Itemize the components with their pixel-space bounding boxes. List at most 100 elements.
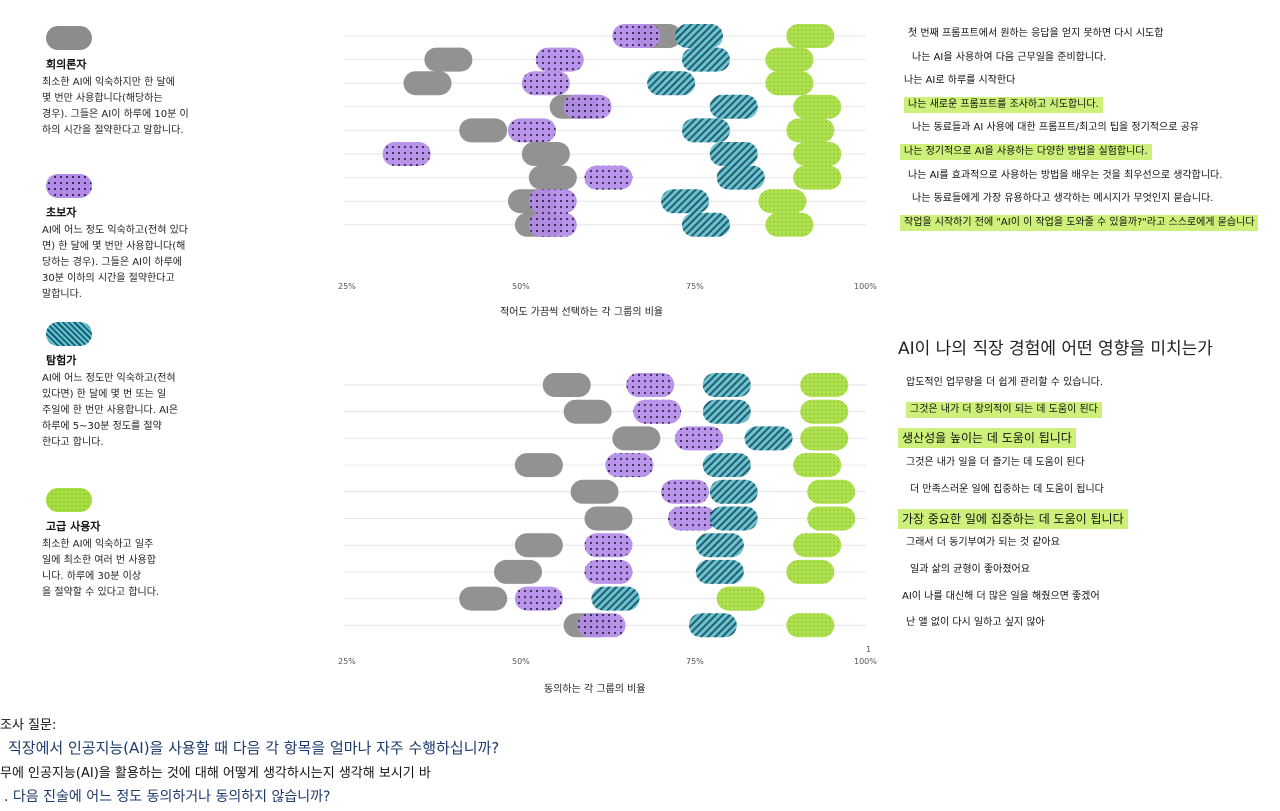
statement-label: 나는 정기적으로 AI을 사용하는 다양한 방법을 실험합니다. <box>900 144 1152 160</box>
point-explorer <box>695 533 744 558</box>
survey-question-1: 직장에서 인공지능(AI)을 사용할 때 다음 각 항목을 얼마나 자주 수행하… <box>8 739 500 757</box>
point-advanced <box>793 533 842 558</box>
point-advanced <box>800 399 849 424</box>
statement-label: 작업을 시작하기 전에 "AI이 이 작업을 도와줄 수 있을까?"라고 스스로… <box>900 214 1259 231</box>
point-explorer <box>709 506 758 531</box>
point-beginner <box>584 559 633 584</box>
point-beginner <box>633 399 682 424</box>
point-beginner <box>563 94 612 119</box>
point-advanced <box>765 212 814 237</box>
legend-advanced: 고급 사용자 최소한 AI에 익숙하고 일주 일에 최소한 여러 번 사용합 니… <box>42 488 242 601</box>
point-explorer <box>702 373 751 397</box>
legend-desc: 최소한 AI에 익숙하고 일주 일에 최소한 여러 번 사용합 니다. 하루에 … <box>42 539 160 598</box>
point-beginner <box>528 189 577 214</box>
point-advanced <box>765 71 814 96</box>
point-beginner <box>584 165 633 190</box>
point-explorer <box>647 71 696 96</box>
legend-beginner: 초보자 AI에 어느 정도 익숙하고(전혀 있다 면) 한 달에 몇 번만 사용… <box>42 174 242 303</box>
statement-label: 나는 AI을 사용하여 다음 근무일을 준비합니다. <box>912 51 1107 63</box>
point-skeptic <box>459 118 508 143</box>
legend-name: 초보자 <box>46 206 77 219</box>
statement-label: 압도적인 업무량을 더 쉽게 관리할 수 있습니다. <box>906 377 1104 388</box>
x-tick-label: 25% <box>338 657 356 666</box>
point-beginner <box>674 426 723 451</box>
point-explorer <box>674 24 723 48</box>
legend-name: 회의론자 <box>46 58 87 71</box>
point-explorer <box>695 559 744 584</box>
x-tick-label: 1 <box>866 645 871 654</box>
x-tick-label: 50% <box>512 657 530 666</box>
point-beginner <box>507 118 556 143</box>
legend-swatch-beginner <box>46 174 92 198</box>
legend-swatch-advanced <box>46 488 92 512</box>
point-explorer <box>744 426 793 451</box>
point-skeptic <box>563 399 612 424</box>
legend-skeptic: 회의론자 최소한 AI에 익숙하지만 한 달에 몇 번만 사용합니다(해당하는 … <box>42 26 242 139</box>
point-skeptic <box>542 373 591 397</box>
point-advanced <box>765 47 814 72</box>
statement-label: 생산성을 높이는 데 도움이 됩니다 <box>898 428 1076 449</box>
point-skeptic <box>424 47 473 72</box>
point-advanced <box>786 559 835 584</box>
point-skeptic <box>521 142 570 166</box>
x-tick-label: 75% <box>686 282 704 291</box>
point-skeptic <box>528 165 577 190</box>
point-explorer <box>681 118 730 143</box>
statement-label: 첫 번째 프롬프트에서 원하는 응답을 얻지 못하면 다시 시도합 <box>908 28 1164 39</box>
point-beginner <box>584 533 633 558</box>
point-advanced <box>758 189 807 214</box>
statement-label: 나는 AI로 하루를 시작한다 <box>904 75 1016 87</box>
legend-desc: AI에 어느 정도 익숙하고(전혀 있다 면) 한 달에 몇 번만 사용합니다(… <box>42 225 189 300</box>
point-beginner <box>535 47 584 72</box>
point-advanced <box>793 142 842 166</box>
point-advanced <box>716 586 765 611</box>
chart-title-bottom: AI이 나의 직장 경험에 어떤 영향을 미치는가 <box>898 339 1213 359</box>
survey-question-2: 무에 인공지능(AI)을 활용하는 것에 대해 어떻게 생각하시는지 생각해 보… <box>0 766 431 781</box>
point-explorer <box>688 613 737 638</box>
statement-label: 나는 동료들에게 가장 유용하다고 생각하는 메시지가 무엇인지 묻습니다. <box>912 193 1214 205</box>
point-skeptic <box>459 586 508 611</box>
point-explorer <box>661 189 710 214</box>
point-explorer <box>709 142 758 166</box>
point-skeptic <box>514 533 563 558</box>
point-beginner <box>668 506 716 531</box>
x-axis-ticks: 25% 50% 75% 100% 25% 50% 75% 100% 1 <box>338 282 877 666</box>
statement-label: 더 만족스러운 일에 집중하는 데 도움이 됩니다 <box>910 483 1104 495</box>
legend-name: 고급 사용자 <box>46 520 101 533</box>
point-skeptic <box>403 71 452 96</box>
legend-explorer: 탐험가 AI에 어느 정도만 익숙하고(전혀 있다면) 한 달에 몇 번 또는 … <box>42 322 242 451</box>
legend-name: 탐험가 <box>46 354 77 367</box>
point-explorer <box>681 47 730 72</box>
statement-label: 그래서 더 동기부여가 되는 것 같아요 <box>906 537 1060 549</box>
point-advanced <box>786 118 835 143</box>
point-advanced <box>800 426 849 451</box>
point-skeptic <box>584 506 633 531</box>
point-advanced <box>793 453 842 478</box>
point-skeptic <box>494 559 542 584</box>
x-axis-title-bottom: 동의하는 각 그룹의 비율 <box>544 684 646 695</box>
survey-heading: 조사 질문: <box>0 718 57 733</box>
point-explorer <box>709 94 758 119</box>
point-explorer <box>716 165 765 190</box>
point-advanced <box>800 373 849 397</box>
statement-label: 가장 중요한 일에 집중하는 데 도움이 됩니다 <box>898 508 1128 529</box>
point-beginner <box>577 613 626 638</box>
legend-swatch-explorer <box>46 322 92 346</box>
point-advanced <box>793 94 842 119</box>
point-explorer <box>709 479 758 504</box>
statement-label: 나는 AI를 효과적으로 사용하는 방법을 배우는 것을 최우선으로 생각합니다… <box>908 169 1223 181</box>
x-tick-label: 100% <box>854 657 877 666</box>
point-beginner <box>612 24 661 48</box>
statement-label: 난 앨 없이 다시 일하고 싶지 않아 <box>906 617 1045 629</box>
chart-marks <box>382 24 856 638</box>
statement-label: 나는 새로운 프롬프트를 조사하고 시도합니다. <box>904 96 1103 113</box>
statement-label: 나는 동료들과 AI 사용에 대한 프롬프트/최고의 팁을 정기적으로 공유 <box>912 122 1199 134</box>
point-advanced <box>786 613 835 638</box>
point-beginner <box>521 71 570 96</box>
point-advanced <box>786 24 835 48</box>
point-skeptic <box>612 426 661 451</box>
point-explorer <box>681 212 730 237</box>
point-explorer <box>591 586 640 611</box>
legend-desc: 최소한 AI에 익숙하지만 한 달에 몇 번만 사용합니다(해당하는 경우). … <box>42 77 189 136</box>
